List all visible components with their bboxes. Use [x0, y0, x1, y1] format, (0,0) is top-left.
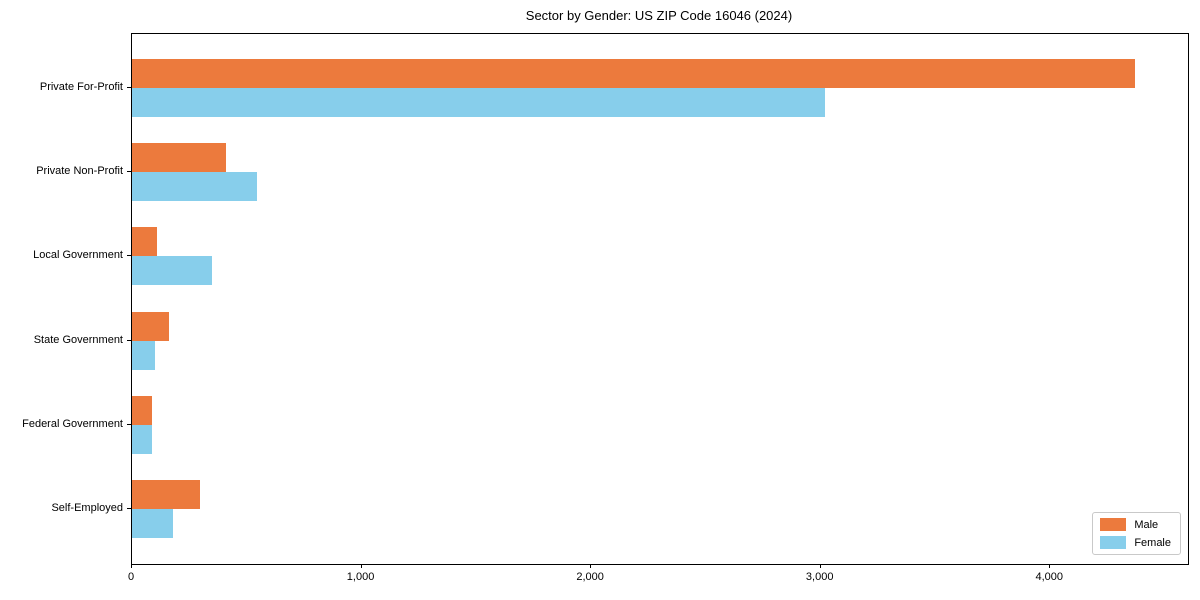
bar-female — [132, 256, 213, 286]
y-axis-label: State Government — [33, 333, 123, 346]
x-axis-tick-mark — [360, 564, 362, 568]
bar-male — [132, 59, 1136, 88]
bar-female — [132, 509, 174, 538]
x-axis-tick-mark — [1049, 564, 1051, 568]
bar-male — [132, 227, 158, 257]
x-axis-tick-mark — [131, 564, 132, 568]
x-axis-tick-mark — [590, 564, 592, 568]
y-axis-label: Self-Employed — [51, 502, 123, 514]
legend: Male Female — [1092, 512, 1181, 555]
x-axis-tick-label: 0 — [127, 571, 135, 583]
y-axis-label: Private Non-Profit — [36, 165, 123, 178]
x-axis-tick-label: 4,000 — [1035, 571, 1064, 583]
y-axis-label: Private For-Profit — [39, 81, 123, 93]
chart-title: Sector by Gender: US ZIP Code 16046 (202… — [525, 8, 793, 23]
bar-male — [132, 480, 200, 509]
y-axis-tick-mark — [127, 339, 131, 341]
y-axis-tick-mark — [127, 508, 131, 509]
legend-label: Male — [1134, 518, 1159, 531]
x-axis-tick-label: 3,000 — [805, 571, 834, 583]
legend-swatch-male — [1100, 518, 1127, 531]
y-axis-label: Local Government — [33, 249, 123, 262]
bar-female — [132, 172, 258, 202]
legend-swatch-female — [1100, 536, 1127, 549]
plot-area: Male Female — [131, 33, 1189, 565]
y-axis-tick-mark — [127, 171, 131, 173]
legend-item-female: Female — [1100, 536, 1171, 549]
y-axis-tick-mark — [127, 255, 131, 257]
x-axis-tick-label: 2,000 — [576, 571, 604, 583]
y-axis-tick-mark — [127, 87, 131, 88]
x-axis-tick-mark — [819, 564, 821, 568]
bar-female — [132, 424, 153, 454]
bar-male — [132, 311, 169, 341]
y-axis-tick-mark — [127, 423, 131, 425]
bar-male — [132, 395, 152, 425]
legend-label: Female — [1134, 536, 1171, 549]
legend-item-male: Male — [1100, 518, 1171, 531]
bar-female — [132, 340, 155, 370]
bar-female — [132, 88, 826, 117]
bar-male — [132, 143, 227, 173]
y-axis-label: Federal Government — [22, 417, 123, 430]
x-axis-tick-label: 1,000 — [346, 571, 375, 583]
